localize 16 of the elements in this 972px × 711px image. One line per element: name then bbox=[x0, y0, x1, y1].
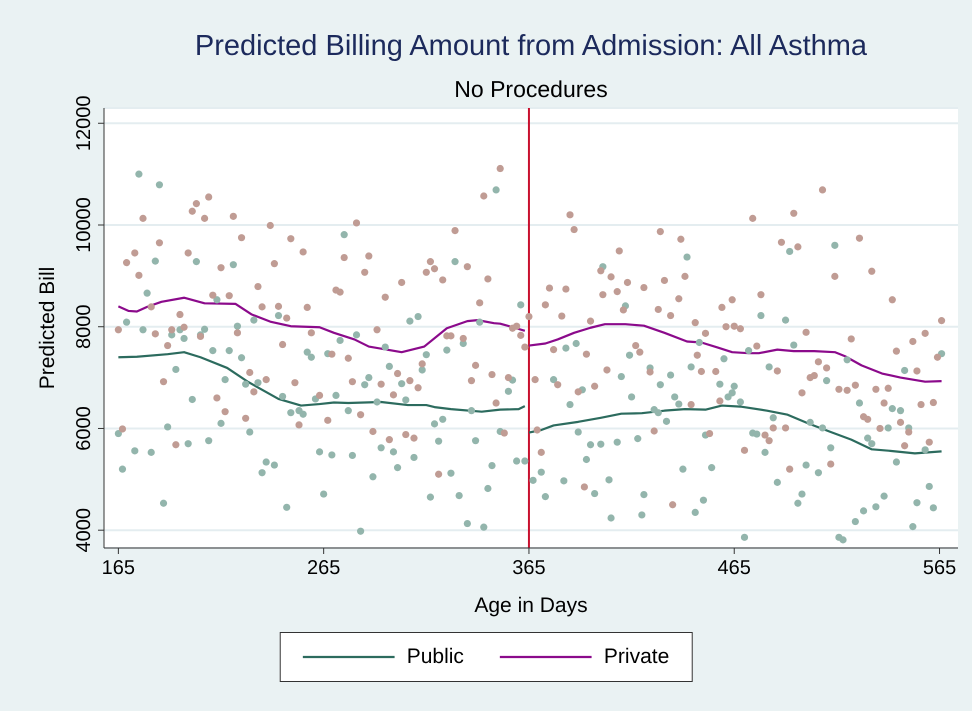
y-tick-label: 6000 bbox=[73, 406, 95, 451]
y-tick-label: 8000 bbox=[73, 304, 95, 349]
x-tick-label: 465 bbox=[718, 557, 751, 579]
x-tick-label: 365 bbox=[512, 557, 546, 579]
y-axis-title: Predicted Bill bbox=[36, 266, 60, 390]
chart-subtitle: No Procedures bbox=[453, 76, 609, 103]
legend-label: Public bbox=[406, 645, 464, 669]
x-tick-label: 265 bbox=[306, 557, 340, 579]
y-tick-label: 10000 bbox=[73, 197, 95, 253]
x-tick-label: 565 bbox=[922, 557, 956, 579]
chart-title: Predicted Billing Amount from Admission: All Asthma bbox=[194, 30, 868, 63]
legend-label: Private bbox=[604, 645, 670, 669]
x-axis-title: Age in Days bbox=[473, 594, 589, 618]
y-tick-label: 4000 bbox=[73, 508, 95, 552]
x-tick-label: 165 bbox=[102, 557, 136, 579]
y-tick-label: 12000 bbox=[73, 95, 95, 152]
